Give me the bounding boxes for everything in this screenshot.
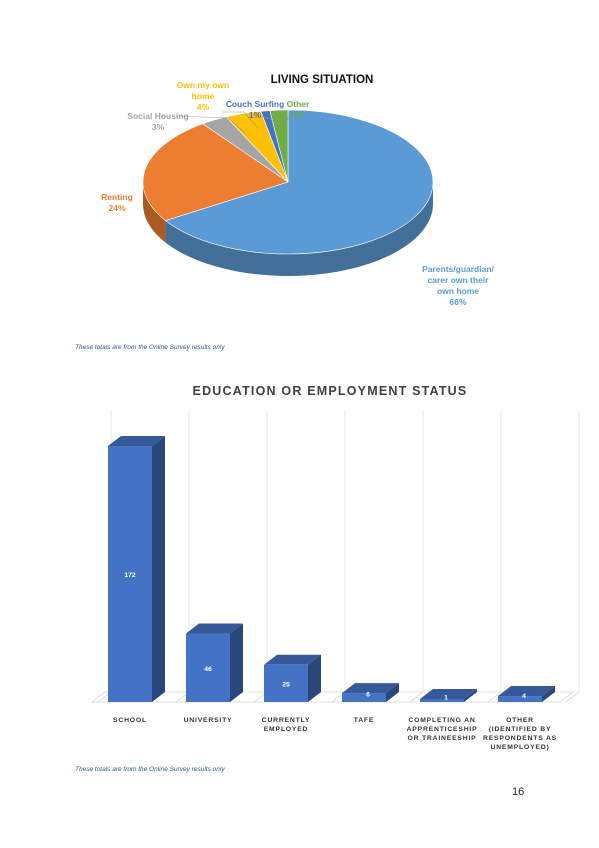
category-label-line: (IDENTIFIED BY: [475, 725, 565, 734]
pie-label-line: Parents/guardian/: [398, 264, 518, 275]
pie-label-1: Renting 24%: [92, 192, 142, 214]
category-label-line: UNEMPLOYED): [475, 743, 565, 752]
category-label-5: OTHER (IDENTIFIED BY RESPONDENTS AS UNEMPLO…: [475, 716, 565, 752]
bar-value-label: 46: [204, 666, 212, 673]
pie-label-line: Renting: [92, 192, 142, 203]
pie-value-label: 3%: [122, 122, 194, 133]
pie-value-label: 66%: [398, 297, 518, 308]
category-label-4: COMPLETING AN APPRENTICESHIP OR TRAINEESHI…: [397, 716, 487, 743]
bar-note: These totals are from the Online Survey …: [75, 766, 225, 773]
category-label-line: TAFE: [319, 716, 409, 725]
category-label-line: APPRENTICESHIP: [397, 725, 487, 734]
category-label-line: EMPLOYED: [241, 725, 331, 734]
bar-2: 25: [264, 655, 321, 702]
pie-label-2: Social Housing 3%: [122, 111, 194, 133]
pie-label-line: Own my own: [172, 80, 234, 91]
bar-0: 172: [108, 436, 165, 702]
bar-grid: [92, 410, 579, 702]
category-label-line: CURRENTLY: [241, 716, 331, 725]
education-employment-bar-chart: 172 46 25 6 1 4: [0, 400, 599, 740]
bar-side: [230, 624, 243, 702]
bar-5: 4: [498, 686, 555, 702]
bar-value-label: 1: [444, 695, 448, 702]
pie-chart-title: LIVING SITUATION: [262, 74, 382, 86]
pie-label-4: Couch Surfing 1%: [222, 99, 288, 121]
bars: 172 46 25 6 1 4: [108, 436, 555, 702]
pie-value-label: 1%: [222, 110, 288, 121]
bar-4: 1: [420, 689, 477, 702]
bar-front: [342, 693, 386, 702]
bar-side: [152, 436, 165, 702]
category-label-line: UNIVERSITY: [163, 716, 253, 725]
pie-label-line: own home: [398, 286, 518, 297]
category-label-0: SCHOOL: [85, 716, 175, 725]
pie-label-line: Other: [282, 99, 314, 110]
pie-label-line: Couch Surfing: [222, 99, 288, 110]
bar-1: 46: [186, 624, 243, 702]
bar-value-label: 172: [124, 572, 136, 579]
pie-value-label: 2%: [282, 110, 314, 121]
bar-chart-title: EDUCATION OR EMPLOYMENT STATUS: [130, 384, 530, 398]
bar-front: [420, 699, 464, 702]
grid-diag-6: [566, 692, 579, 702]
category-label-line: OR TRAINEESHIP: [397, 734, 487, 743]
pie-note: These totals are from the Online Survey …: [75, 344, 225, 351]
bar-value-label: 25: [282, 681, 290, 688]
category-label-3: TAFE: [319, 716, 409, 725]
pie-value-label: 24%: [92, 203, 142, 214]
category-label-1: UNIVERSITY: [163, 716, 253, 725]
category-label-line: COMPLETING AN: [397, 716, 487, 725]
category-label-2: CURRENTLY EMPLOYED: [241, 716, 331, 734]
pie-label-line: carer own their: [398, 275, 518, 286]
pie-label-5: Other 2%: [282, 99, 314, 121]
bar-3: 6: [342, 683, 399, 702]
category-label-line: OTHER: [475, 716, 565, 725]
pie-label-0: Parents/guardian/carer own their own home…: [398, 264, 518, 308]
bar-value-label: 6: [366, 692, 370, 699]
bar-value-label: 4: [522, 693, 526, 700]
category-label-line: SCHOOL: [85, 716, 175, 725]
page-number: 16: [512, 786, 524, 798]
bar-front: [498, 696, 542, 702]
category-label-line: RESPONDENTS AS: [475, 734, 565, 743]
